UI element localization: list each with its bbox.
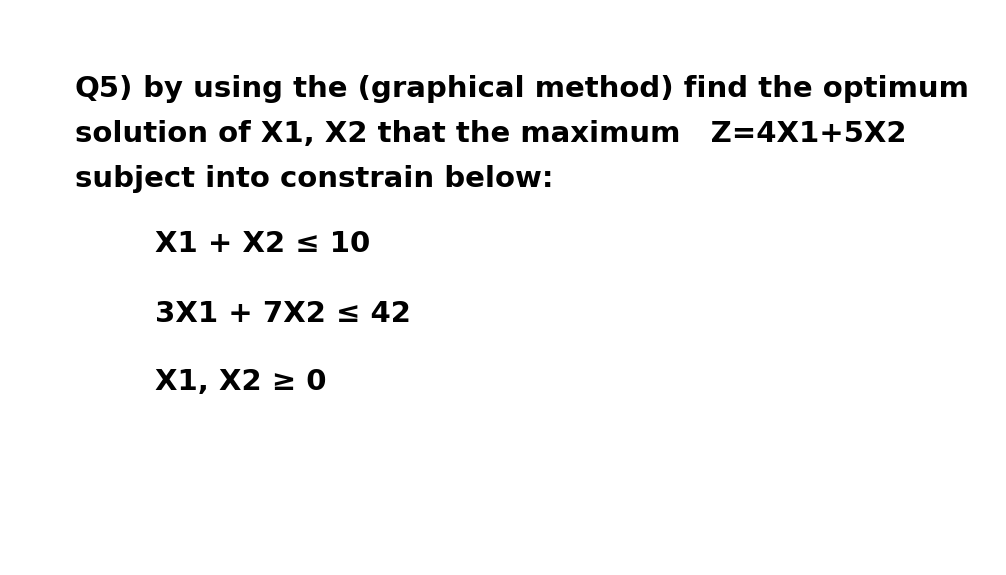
Text: 3X1 + 7X2 ≤ 42: 3X1 + 7X2 ≤ 42 xyxy=(155,300,410,328)
Text: X1, X2 ≥ 0: X1, X2 ≥ 0 xyxy=(155,368,327,396)
Text: subject into constrain below:: subject into constrain below: xyxy=(75,165,553,193)
Text: by using the (graphical method) find the optimum: by using the (graphical method) find the… xyxy=(133,75,969,103)
Text: X1 + X2 ≤ 10: X1 + X2 ≤ 10 xyxy=(155,230,370,258)
Text: Q5): Q5) xyxy=(75,75,134,103)
Text: solution of X1, X2 that the maximum   Z=4X1+5X2: solution of X1, X2 that the maximum Z=4X… xyxy=(75,120,906,148)
